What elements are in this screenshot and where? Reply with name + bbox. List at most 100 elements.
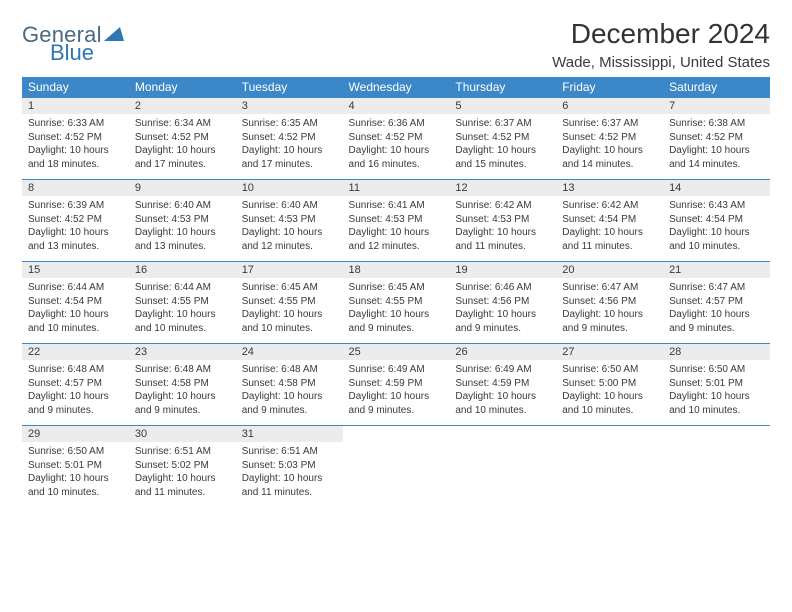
- sunset-text: Sunset: 4:53 PM: [242, 213, 337, 227]
- daylight-text: Daylight: 10 hours: [562, 308, 657, 322]
- day-header: Sunday: [22, 77, 129, 98]
- daylight-text: Daylight: 10 hours: [242, 308, 337, 322]
- day-body-cell: Sunrise: 6:42 AMSunset: 4:53 PMDaylight:…: [449, 196, 556, 262]
- day-body-cell: Sunrise: 6:49 AMSunset: 4:59 PMDaylight:…: [343, 360, 450, 426]
- day-number-cell: 30: [129, 426, 236, 443]
- sunset-text: Sunset: 4:52 PM: [349, 131, 444, 145]
- day-body-cell: Sunrise: 6:37 AMSunset: 4:52 PMDaylight:…: [449, 114, 556, 180]
- day-number-cell: 8: [22, 180, 129, 197]
- daylight-text: Daylight: 10 hours: [349, 308, 444, 322]
- day-number: 5: [455, 100, 461, 112]
- page-title: December 2024: [552, 18, 770, 50]
- day-number: 20: [562, 264, 574, 276]
- day-number-cell: 20: [556, 262, 663, 279]
- day-number-cell: 22: [22, 344, 129, 361]
- daylight-text: and 12 minutes.: [242, 240, 337, 254]
- day-number-cell: 1: [22, 98, 129, 115]
- sunrise-text: Sunrise: 6:47 AM: [669, 281, 764, 295]
- daylight-text: and 10 minutes.: [669, 240, 764, 254]
- day-number-cell: 9: [129, 180, 236, 197]
- day-number: 21: [669, 264, 681, 276]
- sunrise-text: Sunrise: 6:51 AM: [242, 445, 337, 459]
- day-number: 2: [135, 100, 141, 112]
- daylight-text: Daylight: 10 hours: [242, 390, 337, 404]
- day-number: 16: [135, 264, 147, 276]
- day-body-row: Sunrise: 6:50 AMSunset: 5:01 PMDaylight:…: [22, 442, 770, 507]
- sunset-text: Sunset: 5:01 PM: [28, 459, 123, 473]
- day-number-cell: 24: [236, 344, 343, 361]
- daylight-text: and 11 minutes.: [242, 486, 337, 500]
- daylight-text: Daylight: 10 hours: [28, 390, 123, 404]
- sunrise-text: Sunrise: 6:51 AM: [135, 445, 230, 459]
- day-number-cell: 11: [343, 180, 450, 197]
- day-number: 27: [562, 346, 574, 358]
- day-number-cell: 10: [236, 180, 343, 197]
- day-number-cell: 23: [129, 344, 236, 361]
- daylight-text: Daylight: 10 hours: [349, 390, 444, 404]
- daylight-text: Daylight: 10 hours: [242, 472, 337, 486]
- day-number: 6: [562, 100, 568, 112]
- sunrise-text: Sunrise: 6:48 AM: [28, 363, 123, 377]
- page-header: General Blue December 2024 Wade, Mississ…: [22, 18, 770, 71]
- daylight-text: and 13 minutes.: [28, 240, 123, 254]
- sunset-text: Sunset: 4:52 PM: [242, 131, 337, 145]
- day-body-cell: Sunrise: 6:50 AMSunset: 5:01 PMDaylight:…: [22, 442, 129, 507]
- sunset-text: Sunset: 4:53 PM: [135, 213, 230, 227]
- sunset-text: Sunset: 4:52 PM: [455, 131, 550, 145]
- day-number-cell: 16: [129, 262, 236, 279]
- sunrise-text: Sunrise: 6:49 AM: [349, 363, 444, 377]
- sunrise-text: Sunrise: 6:36 AM: [349, 117, 444, 131]
- day-number: 8: [28, 182, 34, 194]
- daylight-text: Daylight: 10 hours: [669, 226, 764, 240]
- sunrise-text: Sunrise: 6:40 AM: [135, 199, 230, 213]
- daylight-text: and 10 minutes.: [562, 404, 657, 418]
- day-number-cell: 25: [343, 344, 450, 361]
- sunrise-text: Sunrise: 6:33 AM: [28, 117, 123, 131]
- day-number-cell: 29: [22, 426, 129, 443]
- sunset-text: Sunset: 4:53 PM: [455, 213, 550, 227]
- day-body-row: Sunrise: 6:33 AMSunset: 4:52 PMDaylight:…: [22, 114, 770, 180]
- daylight-text: and 9 minutes.: [28, 404, 123, 418]
- day-number-cell: 7: [663, 98, 770, 115]
- day-body-cell: Sunrise: 6:46 AMSunset: 4:56 PMDaylight:…: [449, 278, 556, 344]
- day-number-row: 15161718192021: [22, 262, 770, 279]
- day-body-cell: Sunrise: 6:44 AMSunset: 4:54 PMDaylight:…: [22, 278, 129, 344]
- daylight-text: and 15 minutes.: [455, 158, 550, 172]
- day-body-cell: Sunrise: 6:38 AMSunset: 4:52 PMDaylight:…: [663, 114, 770, 180]
- day-number: 24: [242, 346, 254, 358]
- daylight-text: and 11 minutes.: [135, 486, 230, 500]
- daylight-text: and 17 minutes.: [135, 158, 230, 172]
- sunrise-text: Sunrise: 6:37 AM: [455, 117, 550, 131]
- daylight-text: Daylight: 10 hours: [242, 226, 337, 240]
- day-number: 18: [349, 264, 361, 276]
- day-number: 29: [28, 428, 40, 440]
- day-number-cell: 26: [449, 344, 556, 361]
- sunset-text: Sunset: 4:52 PM: [562, 131, 657, 145]
- day-body-cell: Sunrise: 6:42 AMSunset: 4:54 PMDaylight:…: [556, 196, 663, 262]
- day-number: 9: [135, 182, 141, 194]
- sunrise-text: Sunrise: 6:43 AM: [669, 199, 764, 213]
- day-body-cell: [343, 442, 450, 507]
- sunrise-text: Sunrise: 6:34 AM: [135, 117, 230, 131]
- sunset-text: Sunset: 4:58 PM: [242, 377, 337, 391]
- day-number: 30: [135, 428, 147, 440]
- day-header: Monday: [129, 77, 236, 98]
- day-number-cell: 12: [449, 180, 556, 197]
- day-number-cell: 5: [449, 98, 556, 115]
- day-body-cell: Sunrise: 6:51 AMSunset: 5:03 PMDaylight:…: [236, 442, 343, 507]
- sunset-text: Sunset: 5:01 PM: [669, 377, 764, 391]
- day-number: 31: [242, 428, 254, 440]
- sunrise-text: Sunrise: 6:50 AM: [669, 363, 764, 377]
- daylight-text: and 9 minutes.: [455, 322, 550, 336]
- sunrise-text: Sunrise: 6:44 AM: [135, 281, 230, 295]
- day-body-cell: Sunrise: 6:36 AMSunset: 4:52 PMDaylight:…: [343, 114, 450, 180]
- sunset-text: Sunset: 4:55 PM: [349, 295, 444, 309]
- day-body-cell: Sunrise: 6:47 AMSunset: 4:57 PMDaylight:…: [663, 278, 770, 344]
- day-header: Friday: [556, 77, 663, 98]
- day-number: 22: [28, 346, 40, 358]
- day-number: 4: [349, 100, 355, 112]
- day-number-cell: 4: [343, 98, 450, 115]
- daylight-text: Daylight: 10 hours: [135, 390, 230, 404]
- calendar-page: General Blue December 2024 Wade, Mississ…: [0, 0, 792, 519]
- page-subtitle: Wade, Mississippi, United States: [552, 54, 770, 71]
